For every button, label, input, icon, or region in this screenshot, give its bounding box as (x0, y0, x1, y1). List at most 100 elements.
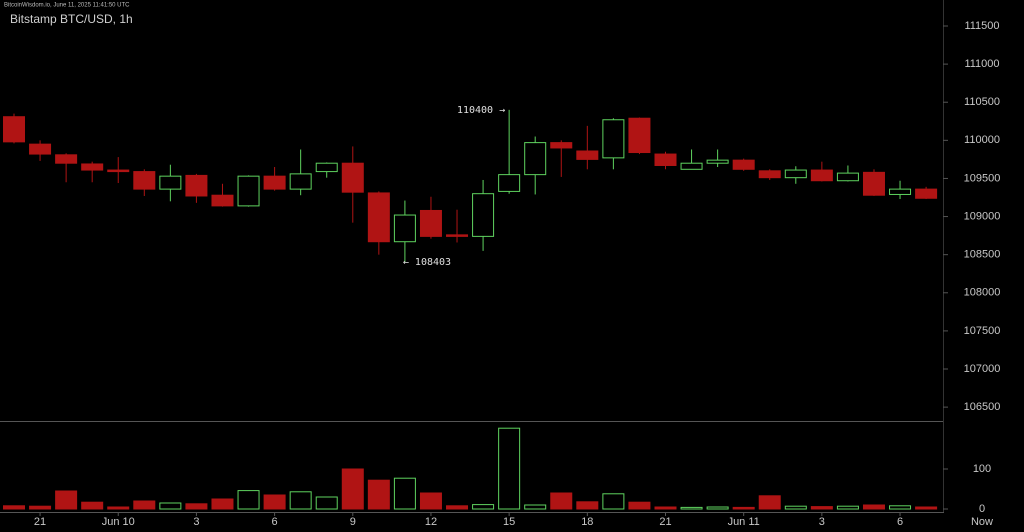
candle-body (706, 159, 729, 164)
volume-bar (810, 506, 833, 510)
y-tick-label: 108500 (964, 249, 1001, 261)
volume-bar (706, 506, 729, 510)
candle-body (784, 169, 807, 179)
candle-body (3, 116, 25, 143)
candle-body (550, 142, 573, 149)
volume-bar (446, 505, 469, 510)
volume-bar (836, 505, 859, 510)
chart-title: Bitstamp BTC/USD, 1h (10, 12, 133, 26)
volume-bar (55, 490, 78, 510)
candle-body (576, 150, 599, 160)
x-tick-label: 15 (503, 516, 515, 528)
x-tick-label: 6 (897, 516, 903, 528)
source-label: BitcoinWisdom.io, June 11, 2025 11:41:50… (4, 3, 130, 9)
candle-body (836, 172, 859, 182)
candle-body (133, 171, 156, 190)
y-tick-label: 110500 (964, 96, 1000, 108)
y-tick-label: 111500 (964, 20, 999, 32)
candle-body (211, 194, 234, 207)
x-tick-label: Jun 10 (102, 516, 135, 528)
candle-body (419, 209, 442, 237)
x-tick-label: 9 (350, 516, 356, 528)
y-tick-label: 109000 (964, 210, 1001, 222)
candle-body (680, 162, 703, 170)
candle-body (185, 174, 208, 197)
candle-body (367, 192, 390, 243)
candle-body (758, 170, 781, 179)
candle-body (159, 175, 182, 190)
volume-bar (862, 504, 885, 510)
y-tick-label: 108000 (964, 287, 1001, 299)
annotation: ← 108403 (403, 257, 451, 268)
volume-bar (889, 505, 912, 510)
volume-bar (758, 495, 781, 510)
candle-body (107, 169, 130, 173)
candle-body (732, 159, 755, 170)
volume-bar (237, 490, 260, 510)
annotation: 110400 → (457, 105, 505, 116)
x-tick-label: 18 (581, 516, 593, 528)
volume-bar (29, 505, 52, 510)
candle-body (498, 174, 521, 192)
candle-body (81, 163, 104, 171)
volume-bar (576, 501, 599, 510)
x-tick-label: Jun 11 (728, 516, 760, 528)
y-tick-label: 109500 (964, 172, 1001, 184)
now-label: Now (971, 516, 993, 528)
candle-body (862, 171, 885, 196)
volume-bar (185, 503, 208, 510)
volume-bar (915, 506, 938, 510)
candle-body (889, 188, 912, 195)
volume-bar (498, 427, 521, 510)
volume-bar (367, 479, 390, 510)
volume-bar (654, 506, 677, 510)
x-tick-label: 3 (193, 516, 199, 528)
candle-body (446, 234, 469, 237)
y-tick-label: 110000 (964, 134, 1000, 146)
volume-bar (784, 505, 807, 510)
candle-body (654, 153, 677, 166)
y-tick-label: 106500 (964, 401, 1001, 413)
candle-body (628, 117, 651, 154)
volume-bar (315, 496, 338, 510)
volume-bar (81, 501, 104, 510)
y-tick-label: 107500 (964, 325, 1001, 337)
volume-bar (289, 491, 312, 510)
candle-body (602, 119, 625, 159)
x-tick-label: 21 (34, 516, 46, 528)
candle-body (524, 142, 547, 176)
x-tick-label: 6 (272, 516, 278, 528)
candle-body (315, 162, 338, 173)
candle-body (237, 175, 260, 207)
volume-bar (393, 477, 416, 510)
volume-bar (419, 492, 442, 510)
volume-bar (628, 501, 651, 510)
volume-tick-label: 0 (979, 503, 985, 515)
volume-bar (524, 504, 547, 510)
volume-bar (159, 502, 182, 510)
x-tick-label: 3 (819, 516, 825, 528)
volume-tick-label: 100 (973, 463, 991, 475)
volume-bar (550, 492, 573, 510)
candle-body (29, 143, 52, 155)
volume-bar (341, 468, 364, 510)
candle-body (55, 154, 78, 164)
candle-body (915, 188, 938, 199)
candle-body (472, 193, 495, 237)
candle-body (263, 175, 286, 190)
y-tick-label: 107000 (964, 363, 1001, 375)
candle-body (810, 169, 833, 182)
volume-bar (107, 506, 130, 510)
volume-bar (732, 506, 755, 510)
volume-bar (472, 504, 495, 510)
volume-bar (133, 500, 156, 510)
volume-bar (263, 494, 286, 510)
x-tick-label: 12 (425, 516, 437, 528)
volume-bar (3, 505, 25, 510)
y-tick-label: 111000 (964, 58, 999, 70)
volume-bar (602, 493, 625, 510)
candle-body (289, 173, 312, 190)
volume-bar (211, 498, 234, 510)
volume-bar (680, 506, 703, 510)
